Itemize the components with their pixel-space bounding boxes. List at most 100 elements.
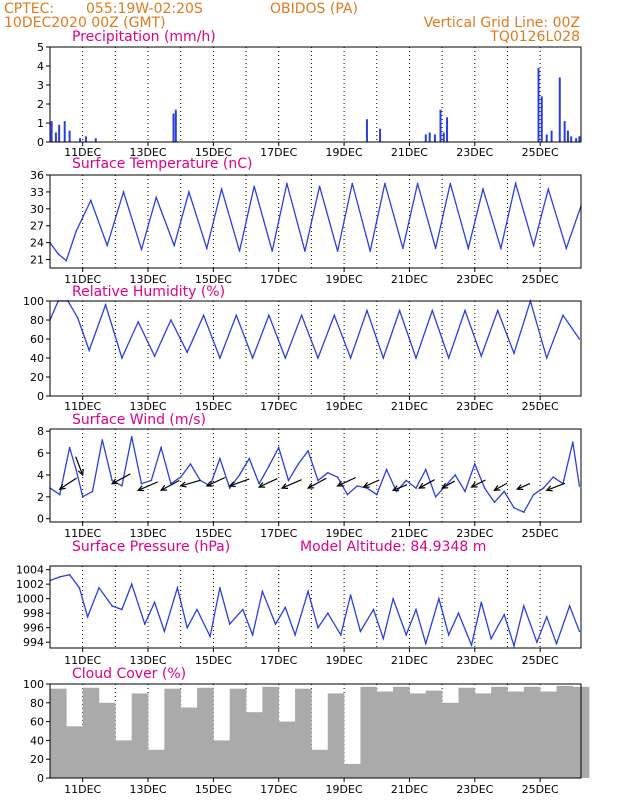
cloud-bar	[376, 691, 394, 778]
wind-vector	[206, 476, 226, 487]
data-point	[81, 496, 84, 498]
data-point	[140, 248, 143, 251]
data-point	[258, 482, 260, 485]
cloud-bar	[393, 686, 410, 778]
data-point	[186, 626, 189, 629]
cloud-bar	[327, 693, 345, 778]
header-run: 10DEC2020 00Z (GMT)	[4, 15, 166, 31]
wind-vector	[229, 478, 250, 487]
x-tick-label: 21DEC	[391, 783, 428, 796]
data-point	[438, 597, 440, 600]
series-line	[49, 298, 580, 361]
cloud-bar	[246, 712, 263, 778]
x-tick-label: 11DEC	[64, 654, 101, 667]
data-point	[326, 471, 329, 474]
data-point	[78, 586, 81, 589]
data-point	[188, 191, 190, 193]
wind-vector	[307, 477, 327, 489]
cloud-bar	[556, 685, 574, 778]
x-tick-label: 19DEC	[326, 146, 363, 159]
data-point	[572, 441, 574, 443]
data-point	[287, 479, 290, 482]
wind-vector	[180, 479, 201, 487]
data-point	[57, 253, 59, 255]
cloud-bar	[540, 691, 557, 778]
precip-bar	[578, 136, 581, 142]
precip-bar	[550, 130, 553, 142]
cloud-bar	[180, 707, 198, 778]
y-tick-label: 2	[37, 491, 44, 504]
data-point	[271, 250, 274, 252]
data-point	[91, 490, 94, 493]
x-tick-label: 19DEC	[326, 783, 363, 796]
data-point	[431, 309, 434, 312]
cloud-bar	[50, 688, 67, 778]
x-tick-label: 13DEC	[129, 273, 166, 286]
x-tick-label: 25DEC	[522, 527, 559, 540]
y-tick-label: 0	[37, 390, 44, 403]
data-point	[474, 463, 476, 465]
x-tick-label: 15DEC	[195, 273, 232, 286]
data-point	[317, 626, 319, 629]
cloud-bar	[278, 721, 296, 778]
wind-arrowhead	[257, 481, 266, 488]
data-point	[179, 476, 182, 478]
cloud-bar	[442, 702, 459, 778]
x-tick-label: 11DEC	[64, 400, 101, 413]
y-tick-label: 0	[37, 513, 44, 526]
cloud-bar	[344, 763, 361, 778]
y-tick-label: 24	[30, 237, 44, 250]
y-tick-label: 3	[37, 79, 44, 92]
data-point	[503, 490, 506, 493]
wind-vector	[337, 476, 357, 487]
y-tick-label: 60	[30, 716, 44, 729]
data-point	[513, 506, 515, 509]
y-tick-label: 1000	[16, 593, 44, 606]
data-point	[274, 623, 277, 625]
precip-bar	[63, 121, 66, 142]
y-tick-label: 36	[30, 169, 44, 182]
wind-vector	[75, 456, 84, 476]
cloud-bar	[229, 688, 247, 778]
wind-vector	[546, 482, 566, 491]
wind-arrowhead	[545, 485, 553, 492]
x-tick-label: 15DEC	[195, 400, 232, 413]
data-point	[369, 250, 372, 252]
data-point	[219, 357, 221, 359]
data-point	[130, 583, 133, 585]
data-point	[111, 479, 113, 482]
data-point	[122, 191, 125, 193]
data-point	[153, 355, 156, 357]
data-point	[307, 450, 309, 452]
precip-bar	[54, 132, 57, 142]
precip-bar	[379, 128, 382, 142]
wind-vector	[59, 477, 77, 490]
data-point	[562, 314, 564, 317]
data-point	[189, 463, 192, 465]
data-point	[196, 608, 198, 611]
wind-arrowhead	[516, 484, 524, 490]
data-point	[75, 230, 77, 233]
data-point	[346, 493, 349, 496]
wind-arrowhead	[391, 485, 400, 492]
data-point	[173, 244, 175, 247]
data-point	[98, 586, 100, 589]
x-tick-label: 17DEC	[260, 400, 297, 413]
data-point	[555, 642, 558, 645]
data-point	[464, 309, 466, 312]
data-point	[382, 357, 385, 359]
data-point	[286, 182, 288, 185]
data-point	[523, 511, 525, 513]
data-point	[542, 487, 545, 489]
data-point	[297, 463, 300, 465]
data-point	[545, 615, 548, 618]
x-tick-label: 17DEC	[260, 527, 297, 540]
y-tick-label: 994	[23, 636, 44, 649]
data-point	[304, 250, 306, 252]
data-point	[483, 487, 486, 489]
wind-vector	[137, 481, 159, 491]
panel-title: Relative Humidity (%)	[72, 284, 225, 300]
data-point	[480, 601, 483, 604]
data-point	[202, 314, 205, 317]
